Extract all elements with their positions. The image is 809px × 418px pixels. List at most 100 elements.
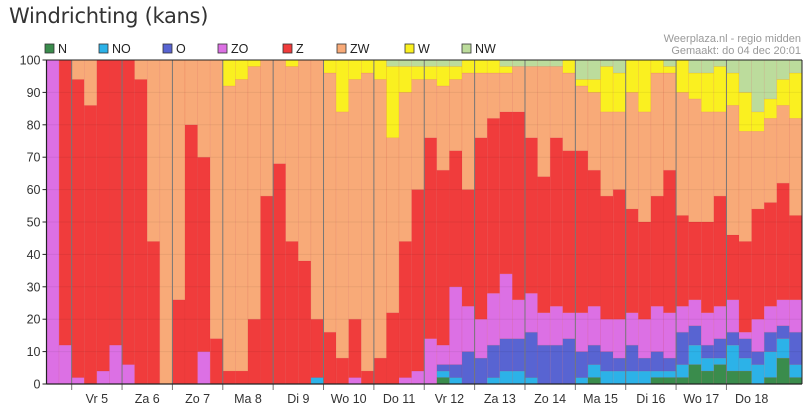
bar-segment-zw [235,79,249,372]
bar-segment-zw [537,66,551,177]
bar-segment-z [235,370,249,385]
bar-segment-no [436,370,450,378]
bar-segment-nw [436,59,450,67]
legend-swatch [98,43,109,54]
bar-segment-zw [424,79,438,139]
bar-segment-w [499,66,513,74]
bar-segment-z [361,370,375,385]
bar-segment-zo [436,344,450,365]
bar-segment-o [789,331,803,365]
bar-segment-z [222,370,236,385]
bar-segment-z [285,241,299,385]
y-tick-label: 100 [20,54,41,68]
bar-segment-nw [524,59,538,67]
bar-segment-z [575,150,589,313]
bar-segment-zw [701,111,715,223]
legend-swatch [44,43,55,54]
bar-segment-o [763,331,778,352]
bar-segment-w [449,66,463,80]
bar-segment-o [449,364,463,378]
bar-segment-o [549,344,564,385]
bar-segment-zw [222,85,236,372]
bar-segment-nw [386,59,400,67]
bar-segment-z [398,241,412,378]
bar-segment-z [776,182,790,301]
bar-segment-zo [71,377,85,385]
bar-segment-nw [789,59,803,74]
bar-segment-z [146,241,161,385]
bar-segment-no [638,370,652,385]
bar-segment-n [587,377,601,385]
bar-segment-zo [58,344,72,385]
bar-segment-zw [486,72,501,119]
bar-segment-nw [549,59,564,67]
bar-segment-z [474,137,488,320]
bar-segment-zo [474,318,488,359]
bar-segment-o [575,351,589,378]
bar-segment-w [638,59,652,113]
bar-segment-zo [789,299,803,333]
bar-segment-zo [701,312,715,346]
bar-segment-zo [461,305,475,352]
bar-segment-zo [625,312,639,346]
bar-segment-z [373,357,387,385]
bar-segment-no [486,377,501,385]
bar-segment-n [650,377,664,385]
bar-segment-z [84,105,98,385]
bar-segment-zw [260,59,274,197]
bar-segment-zw [348,79,362,320]
bar-segment-w [751,111,765,132]
bar-segment-z [701,221,715,313]
legend-label: ZW [350,42,370,56]
x-tick-label: Za 6 [135,392,160,406]
bar-segment-z [600,195,614,320]
bar-segment-zo [549,305,564,346]
bar-segment-zw [789,118,803,216]
bar-segment-w [789,72,803,119]
bar-segment-z [726,234,740,301]
bar-segment-z [625,208,639,313]
legend-swatch [162,43,173,54]
bar-segment-w [247,59,261,67]
x-tick-label: Wo 17 [683,392,719,406]
bar-segment-zw [71,59,85,80]
bar-segment-n [738,370,752,385]
bar-segment-w [222,59,236,87]
bar-segment-nw [411,59,425,67]
bar-segment-nw [663,59,677,67]
x-tick-label: Di 9 [287,392,309,406]
bar-segment-z [675,215,689,307]
bar-segment-w [663,66,677,74]
legend-item-nw: NW [461,42,496,56]
bar-segment-zo [348,377,362,385]
legend-label: N [58,42,67,56]
bar-segment-o [486,344,501,378]
bar-segment-zw [751,131,765,210]
legend-item-no: NO [98,42,131,56]
bar-segment-z [424,137,438,339]
bar-segment-n [675,377,689,385]
bar-segment-zo [713,305,727,339]
bar-segment-no [449,377,463,385]
bar-segment-n [663,377,677,385]
bar-segment-zw [398,92,412,242]
bar-segment-zo [449,286,463,365]
bar-segment-nw [612,59,626,74]
legend: N NO O ZO Z ZW W NW [44,42,496,56]
legend-label: NW [475,42,496,56]
bar-segment-z [386,312,400,385]
y-tick-label: 10 [27,345,41,359]
bar-segment-zw [172,59,186,301]
y-tick-label: 0 [34,378,41,392]
bar-segment-nw [512,59,526,67]
bar-segment-z [310,318,324,378]
bar-segment-zw [549,66,564,139]
bar-segment-o [675,331,689,365]
bar-segment-zw [625,92,639,210]
bar-segment-w [650,59,664,74]
bar-segment-n [701,370,715,385]
bar-segment-nw [701,59,715,74]
bar-segment-n [688,364,702,385]
bar-segment-zw [688,98,702,223]
bar-segment-w [335,59,349,113]
